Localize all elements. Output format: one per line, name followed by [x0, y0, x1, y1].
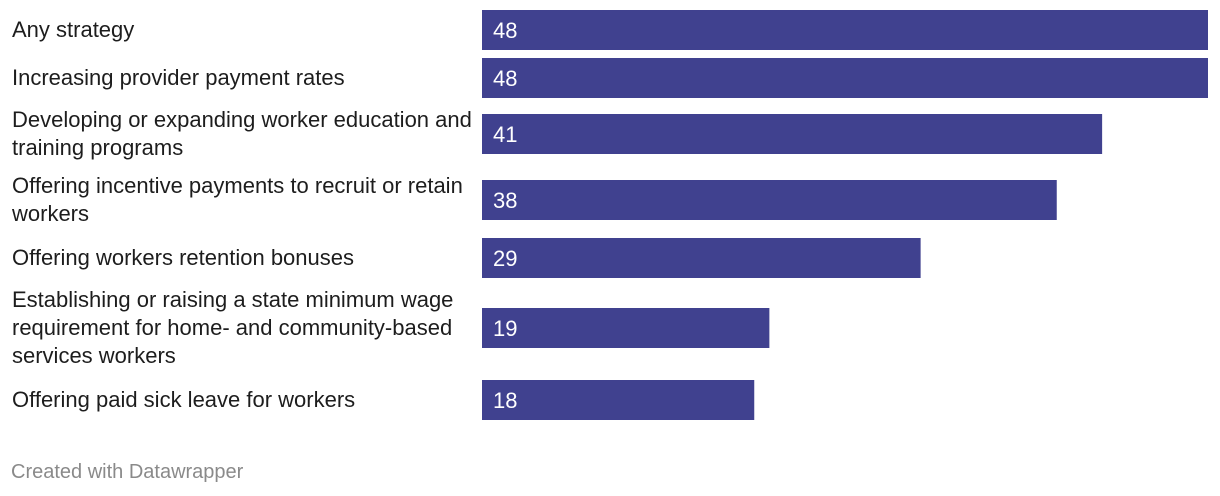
datawrapper-credit[interactable]: Created with Datawrapper — [11, 461, 244, 483]
bar — [482, 180, 1057, 220]
category-label: Establishing or raising a state minimum … — [12, 287, 454, 368]
category-label: Offering workers retention bonuses — [12, 245, 354, 270]
category-label: Offering paid sick leave for workers — [12, 387, 356, 412]
bar — [482, 238, 921, 278]
bar — [482, 380, 755, 420]
bar — [482, 10, 1208, 50]
category-label: Offering incentive payments to recruit o… — [12, 173, 463, 226]
bar — [482, 308, 770, 348]
bar-value-label: 48 — [493, 18, 517, 43]
bar — [482, 114, 1103, 154]
bar-value-label: 29 — [493, 246, 517, 271]
bar-value-label: 18 — [493, 388, 517, 413]
bar-value-label: 38 — [493, 188, 517, 213]
bar-value-label: 48 — [493, 66, 517, 91]
bar — [482, 58, 1208, 98]
bar-value-label: 19 — [493, 316, 517, 341]
category-label: Any strategy — [12, 17, 135, 42]
bar-value-label: 41 — [493, 122, 517, 147]
category-label: Increasing provider payment rates — [12, 65, 345, 90]
category-label: Developing or expanding worker education… — [12, 107, 472, 160]
